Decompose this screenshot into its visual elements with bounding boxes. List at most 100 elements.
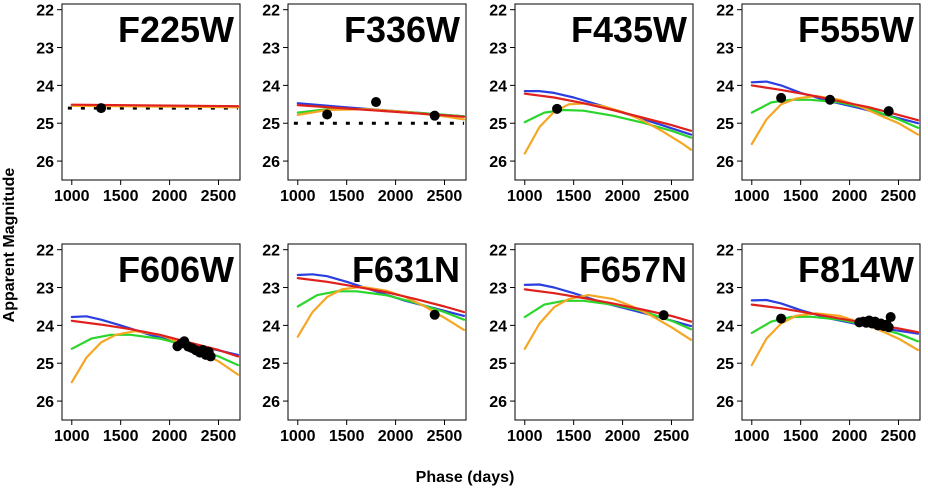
panel-frame: [514, 243, 694, 421]
observation-point: [96, 103, 107, 114]
observation-point: [205, 351, 216, 362]
x-tick-label: 2000: [832, 188, 868, 205]
x-tick-label: 2000: [605, 428, 641, 445]
x-tick-label: 1000: [54, 188, 90, 205]
y-tick-label: 23: [489, 41, 507, 58]
x-tick-label: 2500: [881, 428, 917, 445]
model-curve: [523, 294, 693, 350]
x-tick-label: 2000: [605, 188, 641, 205]
x-tick-label: 2000: [832, 428, 868, 445]
panel-data: [67, 103, 240, 114]
observation-point: [885, 312, 896, 323]
y-tick-label: 26: [36, 394, 54, 411]
model-curve: [296, 290, 466, 321]
panel-frame: [741, 243, 921, 421]
panel-data: [750, 80, 920, 146]
model-curve: [750, 312, 920, 367]
y-tick-label: 24: [36, 318, 54, 335]
observation-point: [429, 110, 440, 121]
y-tick-label: 24: [262, 318, 280, 335]
y-tick-label: 22: [489, 3, 507, 20]
observation-point: [776, 313, 787, 324]
x-tick-label: 2500: [427, 428, 463, 445]
observation-point: [883, 322, 894, 333]
model-curve: [70, 319, 240, 358]
x-tick-label: 1000: [507, 428, 543, 445]
y-tick-label: 22: [489, 243, 507, 260]
x-tick-label: 2000: [152, 188, 188, 205]
panel-data: [70, 315, 240, 384]
y-tick-label: 24: [489, 318, 507, 335]
y-tick-label: 25: [262, 116, 280, 133]
y-tick-label: 22: [716, 243, 734, 260]
x-tick-label: 1000: [734, 188, 770, 205]
y-axis-title: Apparent Magnitude: [1, 168, 18, 323]
y-tick-label: 22: [716, 3, 734, 20]
panel-data: [296, 273, 466, 338]
x-tick-label: 2500: [654, 428, 690, 445]
x-tick-label: 1000: [280, 428, 316, 445]
x-tick-label: 1500: [783, 428, 819, 445]
model-curve: [296, 103, 466, 118]
x-tick-label: 2000: [378, 188, 414, 205]
model-curve: [750, 315, 920, 343]
model-curve: [750, 84, 920, 122]
panel-title: F631N: [352, 249, 460, 290]
y-tick-label: 25: [716, 116, 734, 133]
x-tick-label: 1000: [734, 428, 770, 445]
observation-point: [825, 94, 836, 105]
observation-point: [429, 309, 440, 320]
y-tick-label: 25: [716, 356, 734, 373]
y-tick-label: 24: [262, 78, 280, 95]
panel-frame: [61, 243, 241, 421]
model-curve: [523, 89, 693, 136]
x-tick-label: 1500: [329, 188, 365, 205]
y-tick-label: 23: [716, 41, 734, 58]
y-tick-label: 24: [716, 78, 734, 95]
x-tick-label: 1000: [280, 188, 316, 205]
y-tick-label: 25: [489, 356, 507, 373]
x-tick-label: 2500: [201, 428, 237, 445]
panel-frame: [514, 3, 694, 181]
y-tick-label: 22: [262, 243, 280, 260]
x-tick-label: 2500: [427, 188, 463, 205]
observation-point: [322, 109, 333, 120]
panel-frame: [287, 243, 467, 421]
observation-point: [883, 106, 894, 117]
y-tick-label: 26: [716, 394, 734, 411]
x-tick-label: 1500: [556, 188, 592, 205]
y-tick-label: 25: [489, 116, 507, 133]
y-tick-label: 24: [36, 78, 54, 95]
y-tick-label: 25: [36, 356, 54, 373]
y-tick-label: 26: [36, 154, 54, 171]
y-tick-label: 25: [262, 356, 280, 373]
y-tick-label: 23: [716, 281, 734, 298]
model-curve: [750, 98, 920, 129]
y-tick-label: 23: [489, 281, 507, 298]
x-tick-label: 2500: [201, 188, 237, 205]
observation-point: [371, 97, 382, 108]
y-tick-label: 26: [489, 154, 507, 171]
panel-title: F657N: [579, 249, 687, 290]
model-curve: [523, 288, 693, 323]
panel-frame: [287, 3, 467, 181]
x-tick-label: 1500: [103, 428, 139, 445]
x-tick-label: 2500: [654, 188, 690, 205]
panel-data: [293, 97, 466, 125]
observation-point: [552, 103, 563, 114]
x-tick-label: 2500: [881, 188, 917, 205]
y-tick-label: 25: [36, 116, 54, 133]
x-tick-label: 2000: [152, 428, 188, 445]
y-tick-label: 22: [262, 3, 280, 20]
y-tick-label: 26: [489, 394, 507, 411]
observation-point: [658, 310, 669, 321]
panel-data: [523, 283, 693, 350]
panel-title: F814W: [798, 249, 914, 290]
